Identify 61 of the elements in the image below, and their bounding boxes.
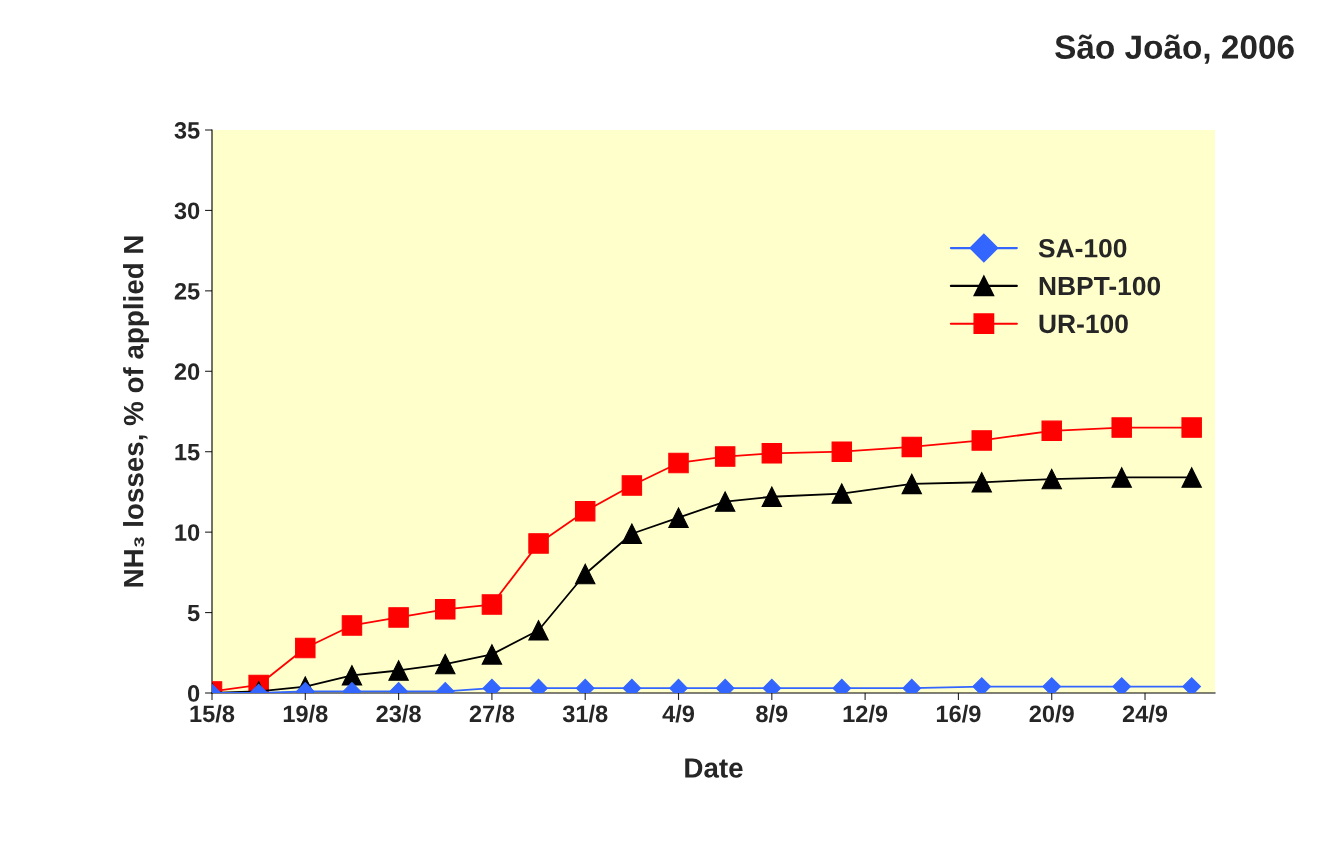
x-tick-label: 19/8	[283, 704, 328, 723]
x-tick-label: 23/8	[376, 704, 421, 723]
legend-label: NBPT-100	[1039, 276, 1161, 296]
point	[971, 430, 992, 451]
y-tick-label: 35	[174, 122, 200, 139]
point	[388, 607, 409, 628]
y-tick-label: 0	[188, 685, 200, 702]
y-tick-label: 25	[174, 282, 200, 300]
point	[574, 500, 596, 522]
point	[831, 441, 853, 462]
point	[574, 563, 596, 585]
y-tick-label: 5	[187, 604, 200, 622]
point	[435, 653, 456, 675]
point	[388, 660, 409, 681]
point	[831, 483, 853, 504]
point	[1111, 417, 1132, 438]
point	[621, 475, 643, 496]
y-tick-label: 10	[175, 524, 200, 541]
point	[481, 594, 503, 615]
point	[714, 446, 736, 467]
legend-label: SA-100	[1038, 238, 1127, 258]
chart-title: São João, 2006	[1055, 34, 1294, 64]
point	[761, 443, 783, 464]
point	[621, 523, 643, 544]
point	[435, 599, 456, 620]
point	[901, 473, 923, 495]
point	[971, 472, 992, 493]
point	[972, 677, 992, 693]
point	[1041, 468, 1062, 490]
point	[1041, 420, 1062, 442]
x-tick-label: 15/8	[190, 704, 235, 723]
x-tick-label: 27/8	[469, 704, 515, 723]
point	[295, 637, 316, 659]
point	[1181, 467, 1202, 488]
point	[528, 620, 549, 641]
point	[668, 452, 689, 474]
point	[1112, 677, 1132, 693]
point	[1111, 467, 1132, 488]
point	[481, 644, 503, 665]
point	[668, 507, 689, 528]
y-axis-title: NH₃ losses, % of applied N	[123, 236, 149, 587]
point	[528, 533, 549, 554]
x-tick-label: 16/9	[936, 704, 981, 723]
x-axis-title: Date	[685, 758, 743, 778]
x-tick-label: 31/8	[562, 704, 608, 723]
x-tick-label: 20/9	[1029, 704, 1074, 723]
point	[1181, 417, 1202, 438]
x-tick-label: 8/9	[756, 704, 788, 723]
point	[714, 491, 736, 512]
y-tick-label: 15	[175, 444, 200, 461]
point	[341, 615, 363, 636]
point	[1042, 677, 1062, 693]
point	[761, 486, 783, 507]
y-tick-label: 30	[174, 202, 200, 220]
y-tick-label: 20	[174, 363, 200, 381]
x-tick-label: 12/9	[843, 704, 888, 723]
point	[901, 436, 923, 458]
legend-label: UR-100	[1039, 314, 1128, 334]
x-tick-label: 4/9	[662, 704, 695, 723]
x-tick-label: 24/9	[1122, 704, 1168, 723]
point	[1182, 677, 1202, 693]
